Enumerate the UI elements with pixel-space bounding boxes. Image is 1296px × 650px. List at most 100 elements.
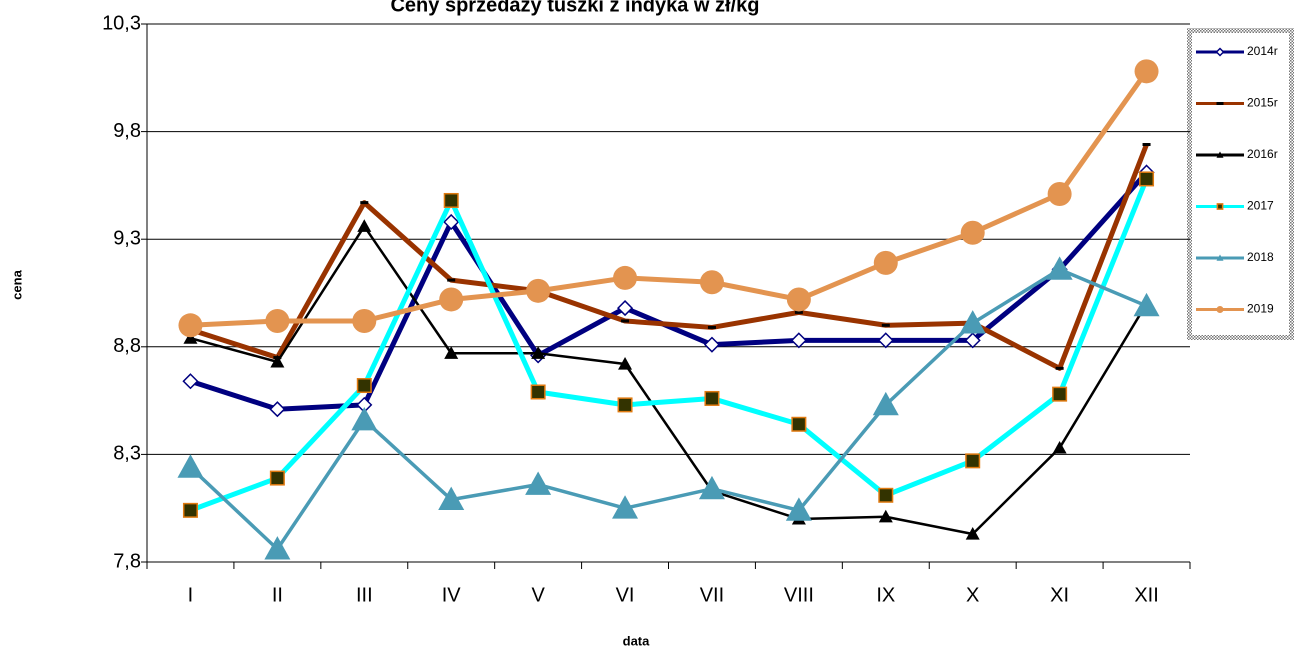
point	[352, 308, 377, 333]
point	[616, 300, 634, 317]
x-tick-label: VIII	[784, 584, 814, 606]
x-tick-label: XI	[1050, 584, 1069, 606]
point	[1216, 151, 1224, 158]
point	[1055, 366, 1064, 370]
legend-label: 2017	[1247, 199, 1274, 213]
point	[618, 357, 633, 370]
series-line	[189, 178, 1149, 513]
point	[360, 201, 369, 205]
series	[178, 59, 1159, 338]
point	[794, 310, 803, 314]
point	[881, 323, 890, 327]
series	[183, 219, 1154, 540]
point	[1216, 102, 1224, 105]
point	[878, 509, 893, 523]
x-tick-label: XII	[1134, 584, 1158, 606]
point	[183, 331, 198, 344]
x-tick-label: III	[356, 584, 373, 606]
x-tick-label: II	[272, 584, 283, 606]
point	[1216, 254, 1224, 261]
legend-label: 2014r	[1247, 44, 1278, 58]
point	[621, 319, 630, 323]
point	[877, 332, 894, 349]
x-axis-title: data	[623, 633, 651, 648]
point	[1139, 171, 1155, 187]
series	[186, 143, 1151, 371]
point	[265, 308, 290, 333]
series-line	[189, 170, 1149, 412]
point	[617, 397, 633, 413]
series-line	[190, 69, 1149, 328]
point	[1052, 440, 1067, 454]
point	[699, 270, 724, 295]
point	[790, 332, 807, 349]
series-line	[189, 267, 1148, 551]
point	[964, 332, 981, 349]
point	[612, 495, 639, 519]
series	[182, 164, 1155, 418]
point	[182, 373, 199, 390]
point	[443, 192, 459, 208]
point	[613, 265, 638, 290]
point	[178, 313, 203, 338]
point	[959, 310, 986, 334]
point	[873, 250, 898, 275]
point	[698, 475, 725, 500]
point	[182, 502, 198, 518]
point	[530, 384, 546, 400]
point	[1215, 47, 1225, 57]
x-tick-label: I	[188, 584, 194, 606]
point	[791, 416, 807, 432]
point	[357, 219, 372, 232]
point	[351, 406, 378, 431]
point	[704, 390, 720, 406]
y-tick-label: 8,8	[113, 335, 141, 357]
point	[1216, 203, 1224, 210]
point	[270, 354, 285, 368]
point	[525, 471, 552, 495]
point	[439, 287, 464, 312]
legend-label: 2015r	[1247, 96, 1278, 110]
point	[1052, 386, 1068, 402]
x-tick-label: IV	[442, 584, 462, 606]
series-line	[190, 225, 1148, 536]
point	[444, 346, 459, 359]
point	[526, 278, 551, 303]
legend-background	[1192, 33, 1289, 335]
point	[447, 278, 456, 282]
y-axis-title: cena	[9, 269, 24, 299]
point	[438, 486, 465, 510]
series	[182, 171, 1155, 518]
x-tick-label: IX	[876, 584, 895, 606]
point	[786, 287, 811, 312]
point	[878, 487, 894, 503]
point	[1142, 143, 1151, 147]
point	[356, 378, 372, 394]
point	[1216, 306, 1224, 313]
point	[269, 470, 285, 486]
y-tick-label: 9,8	[113, 120, 141, 142]
point	[1134, 59, 1159, 84]
legend-label: 2019	[1247, 302, 1274, 316]
point	[443, 213, 460, 231]
point	[269, 401, 286, 418]
legend-label: 2016r	[1247, 147, 1278, 161]
point	[264, 536, 291, 560]
x-tick-label: VI	[616, 584, 635, 606]
point	[1133, 292, 1160, 317]
series-line	[189, 143, 1149, 371]
series	[177, 256, 1160, 560]
point	[965, 453, 981, 469]
y-tick-label: 8,3	[113, 443, 141, 465]
x-tick-label: V	[531, 584, 545, 606]
point	[177, 454, 204, 478]
chart-title: Ceny sprzedaży tuszki z indyka w zł/kg	[390, 0, 759, 16]
point	[785, 497, 812, 521]
y-tick-label: 9,3	[113, 227, 141, 249]
y-tick-label: 7,8	[113, 550, 141, 572]
legend-label: 2018	[1247, 250, 1274, 264]
point	[872, 391, 899, 416]
y-tick-label: 10,3	[102, 12, 141, 34]
x-tick-label: X	[966, 584, 979, 606]
